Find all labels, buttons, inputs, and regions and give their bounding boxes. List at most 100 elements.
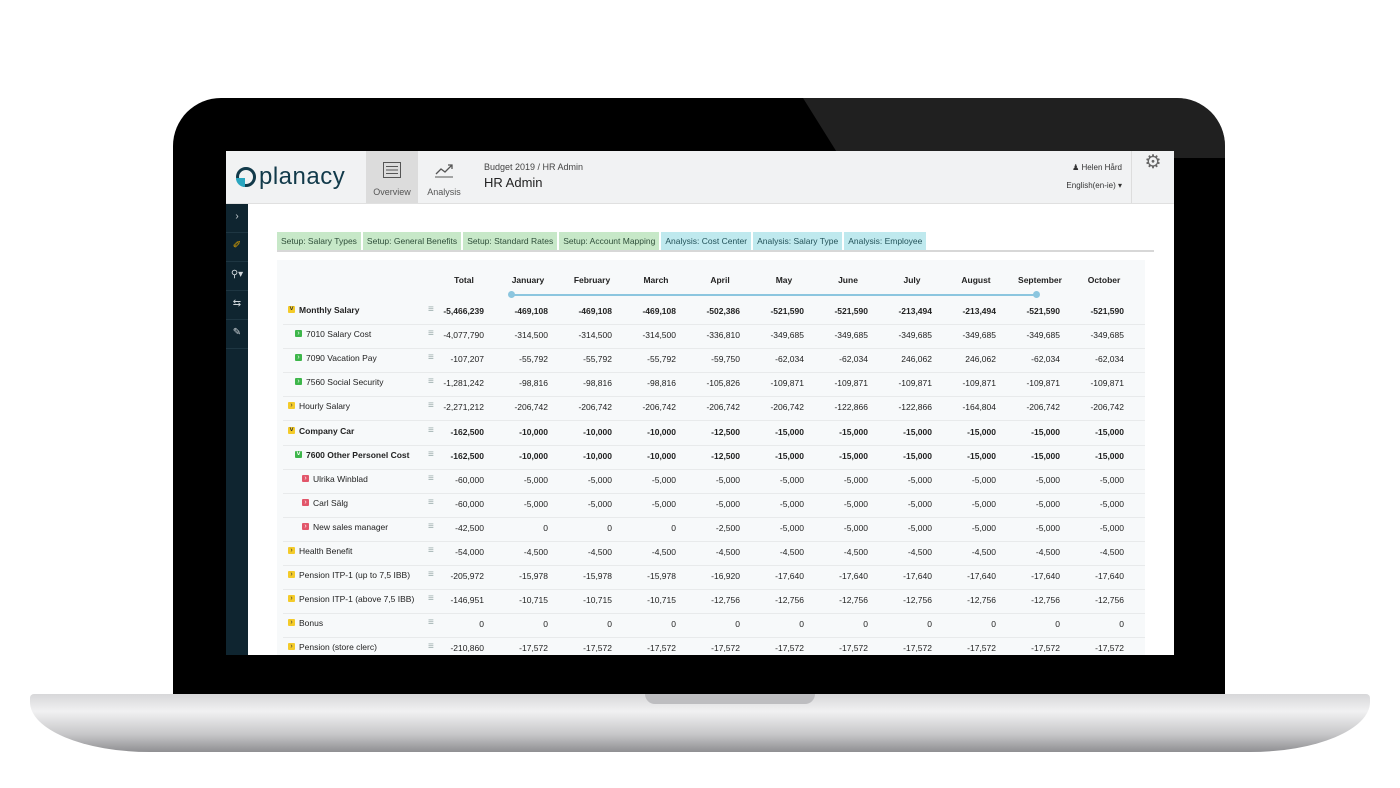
table-cell[interactable]: -336,810 [706, 330, 740, 341]
table-cell[interactable]: -15,000 [903, 426, 932, 437]
column-header[interactable]: September [1018, 275, 1062, 285]
table-cell[interactable]: -12,756 [839, 595, 868, 606]
table-cell[interactable]: -4,500 [1099, 547, 1124, 557]
table-cell[interactable]: -5,000 [587, 474, 612, 485]
table-cell[interactable]: -15,000 [1095, 426, 1124, 437]
table-cell[interactable]: -521,590 [770, 306, 804, 316]
table-cell[interactable]: -15,000 [1031, 450, 1060, 461]
table-cell[interactable]: -109,871 [1026, 378, 1060, 389]
table-row[interactable]: › Ulrika Winblad ≡ -60,000 -5,000 -5,000 -5,00… [283, 469, 1145, 494]
table-row[interactable]: › Health Benefit ≡ -54,000 -4,500 -4,500 -4,50… [283, 541, 1145, 566]
table-cell[interactable]: -55,792 [583, 354, 612, 365]
table-cell[interactable]: -17,640 [1031, 571, 1060, 582]
table-cell[interactable]: -5,000 [715, 474, 740, 485]
row-menu-icon[interactable]: ≡ [428, 328, 434, 340]
row-menu-icon[interactable]: ≡ [428, 352, 434, 364]
expand-toggle-icon[interactable]: › [302, 498, 309, 506]
timeline-start-handle[interactable] [508, 291, 515, 298]
table-cell[interactable]: -17,572 [711, 643, 740, 654]
table-cell[interactable]: -17,572 [519, 643, 548, 654]
table-cell[interactable]: -17,572 [1095, 643, 1124, 654]
collapse-toggle-icon[interactable]: ˅ [288, 426, 295, 434]
table-cell[interactable]: -17,640 [775, 571, 804, 582]
table-cell[interactable]: -5,000 [651, 474, 676, 485]
row-menu-icon[interactable]: ≡ [428, 520, 434, 532]
row-menu-icon[interactable]: ≡ [428, 424, 434, 436]
table-row[interactable]: ˅ 7600 Other Personel Cost ≡ -162,500 -10,00… [283, 445, 1145, 470]
table-cell[interactable]: -10,715 [519, 595, 548, 606]
row-menu-icon[interactable]: ≡ [428, 376, 434, 388]
column-header[interactable]: March [643, 275, 669, 285]
table-cell[interactable]: -12,500 [711, 426, 740, 437]
table-cell[interactable]: 0 [735, 619, 740, 630]
column-header[interactable]: Total [454, 275, 474, 285]
row-menu-icon[interactable]: ≡ [428, 304, 434, 315]
table-row[interactable]: › 7560 Social Security ≡ -1,281,242 -98,816 -… [283, 372, 1145, 398]
table-cell[interactable]: -62,034 [839, 354, 868, 365]
chevron-right-icon[interactable]: › [226, 204, 248, 233]
expand-toggle-icon[interactable]: › [288, 595, 295, 603]
table-cell[interactable]: -502,386 [706, 306, 740, 316]
table-cell[interactable]: -15,978 [583, 571, 612, 582]
table-cell[interactable]: -206,742 [642, 402, 676, 413]
table-cell[interactable]: -122,866 [898, 402, 932, 413]
table-cell[interactable]: -12,756 [967, 595, 996, 606]
row-menu-icon[interactable]: ≡ [428, 545, 434, 556]
table-cell[interactable]: -17,640 [839, 571, 868, 582]
table-cell[interactable]: -349,685 [770, 330, 804, 341]
table-cell[interactable]: -349,685 [834, 330, 868, 341]
table-cell[interactable]: -5,000 [651, 498, 676, 509]
expand-toggle-icon[interactable]: › [295, 354, 302, 362]
row-menu-icon[interactable]: ≡ [428, 496, 434, 508]
table-cell[interactable]: -16,920 [711, 571, 740, 582]
table-cell[interactable]: -2,500 [715, 522, 740, 533]
table-cell[interactable]: 0 [671, 619, 676, 630]
table-cell[interactable]: -5,000 [779, 474, 804, 485]
table-cell[interactable]: -5,000 [779, 522, 804, 533]
user-menu[interactable]: ♟ Helen Hård [1072, 163, 1122, 172]
table-cell[interactable]: -15,000 [775, 426, 804, 437]
table-cell[interactable]: -5,000 [1035, 498, 1060, 509]
table-cell[interactable]: -12,756 [903, 595, 932, 606]
table-cell[interactable]: -17,640 [967, 571, 996, 582]
help-button[interactable]: ? [1131, 177, 1174, 223]
table-cell[interactable]: -1,281,242 [443, 378, 484, 389]
table-row[interactable]: › Carl Sälg ≡ -60,000 -5,000 -5,000 -5,000 -5,0… [283, 493, 1145, 518]
table-cell[interactable]: -17,572 [583, 643, 612, 654]
timeline-end-handle[interactable] [1033, 291, 1040, 298]
table-cell[interactable]: -469,108 [578, 306, 612, 316]
table-cell[interactable]: -206,742 [1026, 402, 1060, 413]
table-row[interactable]: › Hourly Salary ≡ -2,271,212 -206,742 -206,74… [283, 396, 1145, 422]
table-cell[interactable]: 0 [479, 619, 484, 630]
table-row[interactable]: › 7010 Salary Cost ≡ -4,077,790 -314,500 -314… [283, 324, 1145, 350]
table-row[interactable]: › Bonus ≡ 0 0 0 0 0 0 0 0 0 0 0 [283, 613, 1145, 639]
table-cell[interactable]: 246,062 [965, 354, 996, 365]
table-cell[interactable]: -349,685 [898, 330, 932, 341]
table-cell[interactable]: -17,640 [903, 571, 932, 582]
table-cell[interactable]: -162,500 [450, 450, 484, 461]
table-cell[interactable]: -15,000 [839, 450, 868, 461]
column-header[interactable]: August [961, 275, 991, 285]
expand-toggle-icon[interactable]: › [302, 474, 309, 482]
table-cell[interactable]: -2,271,212 [443, 402, 484, 413]
expand-toggle-icon[interactable]: › [295, 330, 302, 338]
table-cell[interactable]: -10,715 [583, 595, 612, 606]
table-cell[interactable]: -42,500 [455, 522, 484, 533]
tab-analysis-cost-center[interactable]: Analysis: Cost Center [661, 232, 752, 250]
table-cell[interactable]: -5,466,239 [443, 306, 484, 316]
timeline-slider-track[interactable] [511, 294, 1037, 296]
collapse-toggle-icon[interactable]: ˅ [288, 306, 295, 313]
gear-icon[interactable]: ⚙ [1131, 151, 1174, 177]
nav-analysis-button[interactable]: Analysis [418, 151, 470, 203]
table-cell[interactable]: -5,000 [587, 498, 612, 509]
table-cell[interactable]: -17,572 [647, 643, 676, 654]
table-cell[interactable]: -55,792 [519, 354, 548, 365]
table-cell[interactable]: -206,742 [1090, 402, 1124, 413]
table-cell[interactable]: -5,000 [971, 522, 996, 533]
column-header[interactable]: July [903, 275, 921, 285]
table-cell[interactable]: -15,978 [519, 571, 548, 582]
table-cell[interactable]: -15,000 [839, 426, 868, 437]
table-row[interactable]: › Pension ITP-1 (up to 7,5 IBB) ≡ -205,972 -… [283, 565, 1145, 591]
table-cell[interactable]: -109,871 [898, 378, 932, 389]
table-row[interactable]: › Pension (store clerc) ≡ -210,860 -17,572 -1… [283, 637, 1145, 655]
